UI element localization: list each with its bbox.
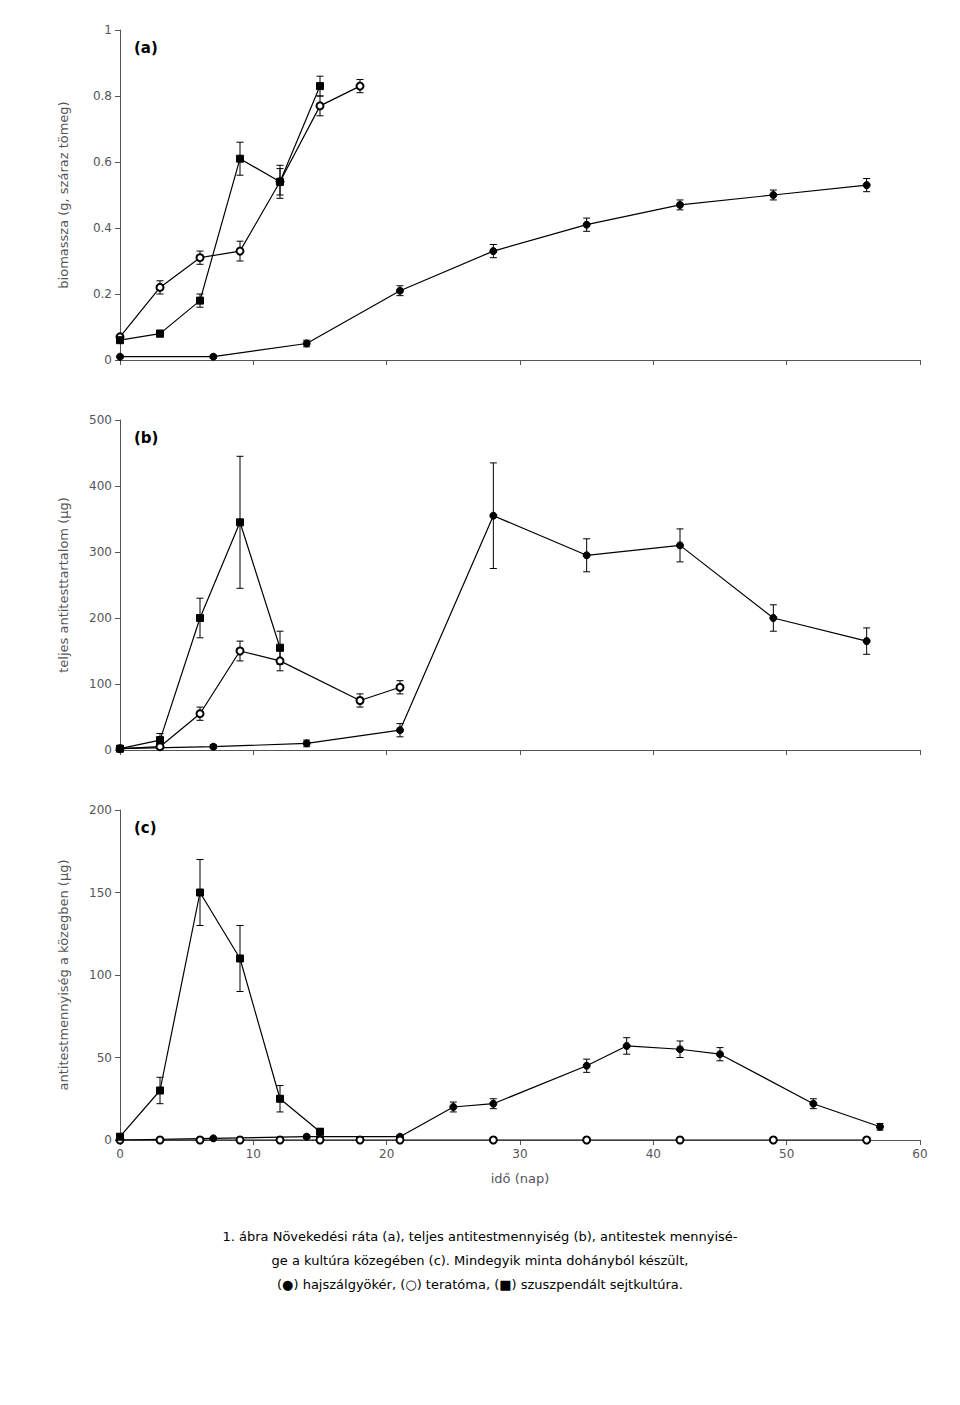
svg-text:ge a kultúra közegében (c). Mi: ge a kultúra közegében (c). Mindegyik mi… (272, 1253, 689, 1268)
svg-text:(a): (a) (134, 39, 158, 57)
svg-text:100: 100 (89, 677, 112, 691)
svg-text:500: 500 (89, 413, 112, 427)
svg-text:0: 0 (104, 1133, 112, 1147)
svg-text:0.2: 0.2 (93, 287, 112, 301)
svg-text:(c): (c) (134, 819, 157, 837)
svg-text:20: 20 (379, 1147, 394, 1161)
svg-text:(b): (b) (134, 429, 158, 447)
svg-text:200: 200 (89, 803, 112, 817)
svg-text:40: 40 (646, 1147, 661, 1161)
svg-text:0: 0 (104, 743, 112, 757)
svg-text:0: 0 (104, 353, 112, 367)
svg-text:10: 10 (246, 1147, 261, 1161)
svg-text:30: 30 (512, 1147, 527, 1161)
svg-text:0.8: 0.8 (93, 89, 112, 103)
svg-text:150: 150 (89, 886, 112, 900)
svg-text:1: 1 (104, 23, 112, 37)
svg-text:(●) hajszálgyökér, (○) teratóm: (●) hajszálgyökér, (○) teratóma, (■) szu… (277, 1277, 683, 1292)
svg-text:teljes antitesttartalom (μg): teljes antitesttartalom (μg) (56, 497, 71, 673)
svg-text:idő (nap): idő (nap) (491, 1171, 550, 1186)
svg-text:0: 0 (116, 1147, 124, 1161)
svg-text:50: 50 (97, 1051, 112, 1065)
svg-text:50: 50 (779, 1147, 794, 1161)
svg-text:0.4: 0.4 (93, 221, 112, 235)
svg-text:400: 400 (89, 479, 112, 493)
svg-text:antitestmennyiség a közegben (: antitestmennyiség a közegben (μg) (56, 860, 71, 1091)
svg-text:60: 60 (912, 1147, 927, 1161)
svg-text:100: 100 (89, 968, 112, 982)
svg-text:1. ábra Növekedési ráta (a), t: 1. ábra Növekedési ráta (a), teljes anti… (222, 1229, 737, 1244)
svg-text:biomassza (g, száraz tömeg): biomassza (g, száraz tömeg) (56, 101, 71, 288)
svg-text:0.6: 0.6 (93, 155, 112, 169)
svg-text:200: 200 (89, 611, 112, 625)
svg-text:300: 300 (89, 545, 112, 559)
